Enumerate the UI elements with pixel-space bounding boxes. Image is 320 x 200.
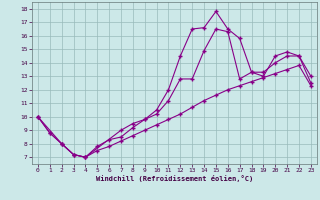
X-axis label: Windchill (Refroidissement éolien,°C): Windchill (Refroidissement éolien,°C) <box>96 175 253 182</box>
